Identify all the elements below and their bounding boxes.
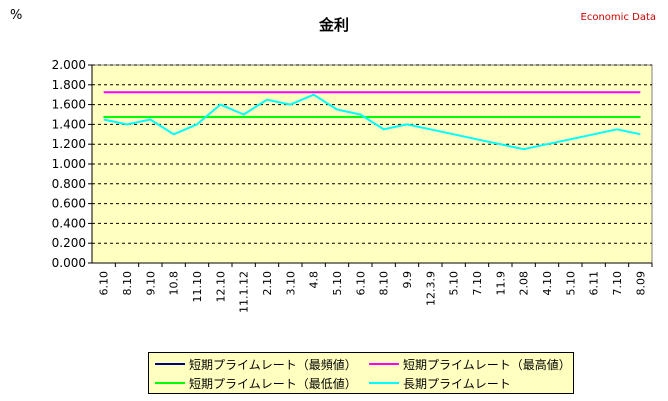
y-tick-label: 0.600 <box>52 197 86 211</box>
y-tick-label: 2.000 <box>52 58 86 72</box>
x-tick-label: 11.9 <box>494 271 507 296</box>
legend-label-mode: 短期プライムレート（最頻値） <box>189 357 357 372</box>
y-tick-label: 1.800 <box>52 78 86 92</box>
x-tick-label: 5.10 <box>331 271 344 296</box>
legend-swatch-long <box>369 382 399 384</box>
legend-label-min: 短期プライムレート（最低値） <box>189 376 357 391</box>
y-tick-label: 1.400 <box>52 117 86 131</box>
legend-swatch-mode <box>155 363 185 365</box>
x-tick-label: 12.3.9 <box>424 271 437 306</box>
legend-item-max: 短期プライムレート（最高値） <box>369 356 571 372</box>
x-tick-label: 3.10 <box>284 271 297 296</box>
x-tick-label: 8.10 <box>121 271 134 296</box>
y-tick-label: 1.200 <box>52 137 86 151</box>
x-tick-label: 7.10 <box>611 271 624 296</box>
y-tick-label: 0.400 <box>52 216 86 230</box>
chart-legend: 短期プライムレート（最頻値） 短期プライムレート（最高値） 短期プライムレート（… <box>148 352 574 394</box>
x-tick-label: 10.8 <box>168 271 181 296</box>
source-label: Economic Data <box>580 12 656 23</box>
x-tick-label: 2.10 <box>261 271 274 296</box>
x-tick-label: 6.10 <box>354 271 367 296</box>
legend-label-max: 短期プライムレート（最高値） <box>403 357 571 372</box>
legend-label-long: 長期プライムレート <box>403 376 511 391</box>
y-tick-label: 0.800 <box>52 177 86 191</box>
series-line-3 <box>103 93 641 151</box>
x-tick-label: 6.10 <box>98 271 111 296</box>
plot-area <box>91 64 653 264</box>
y-unit-label: % <box>10 8 23 23</box>
x-tick-label: 11.10 <box>191 271 204 303</box>
x-tick-label: 5.10 <box>448 271 461 296</box>
x-tick-label: 5.10 <box>564 271 577 296</box>
x-tick-label: 12.10 <box>214 271 227 303</box>
x-tick-label: 2.08 <box>518 271 531 296</box>
x-tick-label: 8.09 <box>634 271 647 296</box>
legend-item-min: 短期プライムレート（最低値） <box>155 375 357 391</box>
y-tick-label: 1.000 <box>52 157 86 171</box>
x-tick-label: 9.9 <box>401 271 414 289</box>
y-tick-label: 0.000 <box>52 256 86 270</box>
y-tick-label: 1.600 <box>52 98 86 112</box>
x-tick-label: 9.10 <box>144 271 157 296</box>
x-tick-label: 4.8 <box>308 271 321 289</box>
legend-swatch-max <box>369 363 399 365</box>
x-tick-label: 7.10 <box>471 271 484 296</box>
y-tick-label: 0.200 <box>52 236 86 250</box>
x-tick-label: 6.11 <box>588 271 601 296</box>
x-tick-label: 4.10 <box>541 271 554 296</box>
x-tick-label: 11.1.12 <box>238 271 251 313</box>
legend-swatch-min <box>155 382 185 384</box>
chart-title: 金利 <box>318 16 349 34</box>
legend-item-mode: 短期プライムレート（最頻値） <box>155 356 357 372</box>
legend-item-long: 長期プライムレート <box>369 375 511 391</box>
x-tick-label: 8.10 <box>378 271 391 296</box>
